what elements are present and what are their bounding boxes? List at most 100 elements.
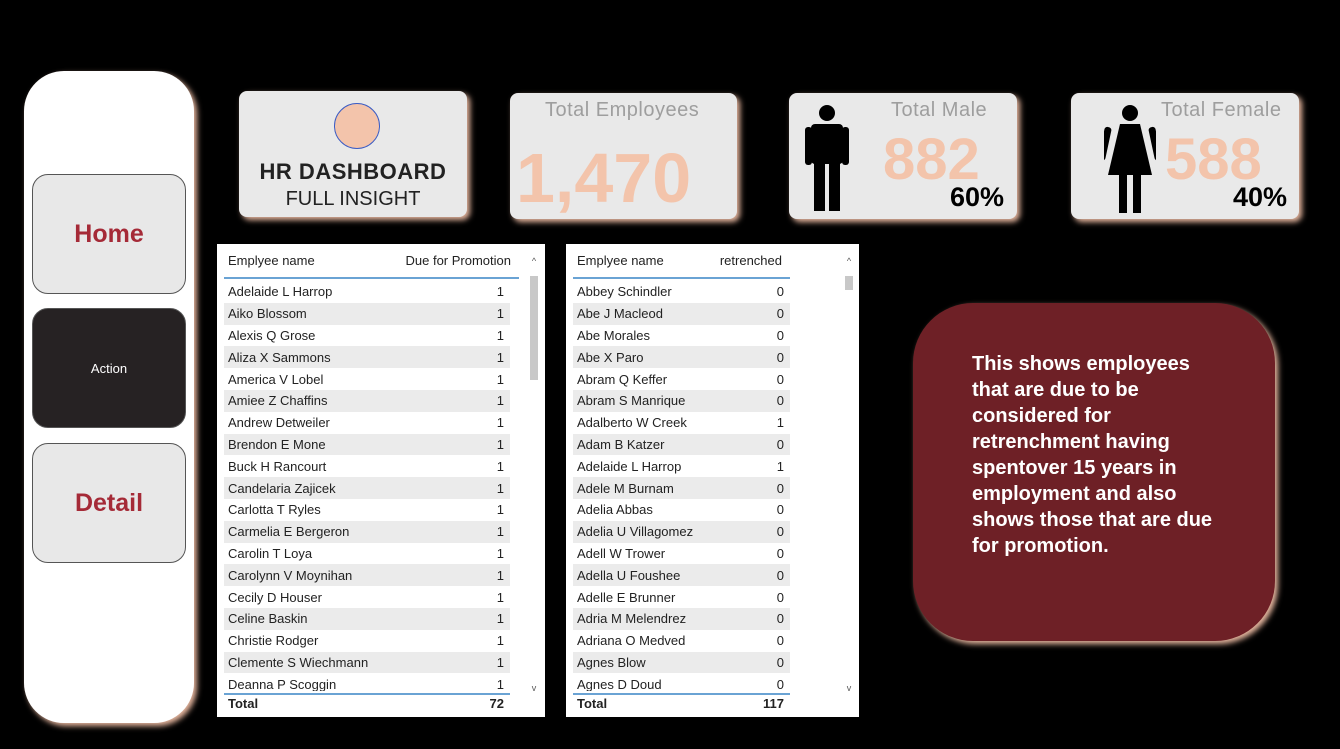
table-scrollbar[interactable]: ^ v xyxy=(529,256,539,694)
table-row[interactable]: Agnes D Doud 0 xyxy=(573,673,790,691)
detail-button[interactable]: Detail xyxy=(32,443,186,563)
male-person-icon xyxy=(805,105,849,211)
employee-name-cell: Aiko Blossom xyxy=(228,306,307,322)
table-row[interactable]: Abram Q Keffer 0 xyxy=(573,368,790,390)
employee-name-cell: Adelaide L Harrop xyxy=(577,458,682,474)
value-cell: 0 xyxy=(776,371,784,387)
table-row[interactable]: Adelia U Villagomez 0 xyxy=(573,520,790,543)
table-row[interactable]: Adele M Burnam 0 xyxy=(573,477,790,499)
table-row[interactable]: Candelaria Zajicek 1 xyxy=(224,477,510,499)
total-male-value: 882 xyxy=(883,127,980,192)
employee-name-cell: Abram S Manrique xyxy=(577,393,686,409)
table-row[interactable]: Christie Rodger 1 xyxy=(224,630,510,652)
home-button[interactable]: Home xyxy=(32,174,186,294)
employee-name-cell: Andrew Detweiler xyxy=(228,415,330,431)
value-cell: 1 xyxy=(496,524,504,540)
table-row[interactable]: Abe X Paro 0 xyxy=(573,346,790,369)
table-row[interactable]: Adalberto W Creek 1 xyxy=(573,412,790,434)
value-cell: 0 xyxy=(776,633,784,649)
table-row[interactable]: Carlotta T Ryles 1 xyxy=(224,499,510,521)
scroll-up-icon[interactable]: ^ xyxy=(531,256,537,266)
employee-name-cell: Buck H Rancourt xyxy=(228,458,327,474)
table-row[interactable]: Deanna P Scoggin 1 xyxy=(224,673,510,691)
table-row[interactable]: Amiee Z Chaffins 1 xyxy=(224,389,510,412)
value-cell: 0 xyxy=(776,589,784,605)
total-value: 117 xyxy=(763,695,784,711)
total-female-percent: 40% xyxy=(1233,182,1288,212)
info-text: This shows employees that are due to be … xyxy=(972,353,1213,557)
table-row[interactable]: Adelaide L Harrop 1 xyxy=(573,455,790,477)
employee-name-cell: Christie Rodger xyxy=(228,633,319,649)
scroll-down-icon[interactable]: v xyxy=(846,683,852,693)
table-total-row: Total 72 xyxy=(224,693,510,711)
employee-name-cell: Candelaria Zajicek xyxy=(228,480,336,496)
total-value: 72 xyxy=(489,695,504,711)
table-row[interactable]: Cecily D Houser 1 xyxy=(224,586,510,608)
value-cell: 0 xyxy=(776,611,784,627)
scroll-down-icon[interactable]: v xyxy=(531,683,537,693)
value-cell: 1 xyxy=(496,589,504,605)
employee-name-cell: Cecily D Houser xyxy=(228,589,322,605)
value-cell: 0 xyxy=(776,567,784,583)
info-callout: This shows employees that are due to be … xyxy=(913,303,1275,641)
table-body: Abbey Schindler 0 Abe J Macleod 0 Abe Morale… xyxy=(573,281,790,691)
table-row[interactable]: Adelia Abbas 0 xyxy=(573,499,790,521)
table-row[interactable]: Agnes Blow 0 xyxy=(573,651,790,674)
employee-name-cell: Brendon E Mone xyxy=(228,436,326,452)
employee-name-cell: Abe Morales xyxy=(577,327,650,343)
table-row[interactable]: Aliza X Sammons 1 xyxy=(224,346,510,369)
scroll-thumb[interactable] xyxy=(530,276,538,380)
column-header-name[interactable]: Emplyee name xyxy=(228,253,315,268)
table-row[interactable]: Adelle E Brunner 0 xyxy=(573,586,790,608)
total-female-card: Total Female 588 40% xyxy=(1071,93,1299,219)
table-row[interactable]: Abe Morales 0 xyxy=(573,325,790,347)
employee-name-cell: Deanna P Scoggin xyxy=(228,676,337,691)
dashboard-subtitle: FULL INSIGHT xyxy=(285,188,421,210)
column-header-name[interactable]: Emplyee name xyxy=(577,253,664,268)
table-row[interactable]: Adelaide L Harrop 1 xyxy=(224,281,510,303)
value-cell: 0 xyxy=(776,524,784,540)
value-cell: 0 xyxy=(776,502,784,518)
value-cell: 0 xyxy=(776,393,784,409)
table-row[interactable]: Abram S Manrique 0 xyxy=(573,389,790,412)
value-cell: 1 xyxy=(496,502,504,518)
table-row[interactable]: Adell W Trower 0 xyxy=(573,543,790,565)
total-employees-card: Total Employees 1,470 xyxy=(510,93,737,219)
value-cell: 0 xyxy=(776,436,784,452)
employee-name-cell: Alexis Q Grose xyxy=(228,327,316,343)
scroll-up-icon[interactable]: ^ xyxy=(846,256,852,266)
table-row[interactable]: Carmelia E Bergeron 1 xyxy=(224,520,510,543)
value-cell: 1 xyxy=(496,654,504,670)
table-row[interactable]: Abbey Schindler 0 xyxy=(573,281,790,303)
table-row[interactable]: Brendon E Mone 1 xyxy=(224,433,510,456)
table-row[interactable]: Buck H Rancourt 1 xyxy=(224,455,510,477)
table-scrollbar[interactable]: ^ v xyxy=(844,256,854,694)
table-row[interactable]: Alexis Q Grose 1 xyxy=(224,325,510,347)
table-row[interactable]: Andrew Detweiler 1 xyxy=(224,412,510,434)
action-button[interactable]: Action xyxy=(32,308,186,428)
value-cell: 1 xyxy=(776,458,784,474)
table-row[interactable]: Clemente S Wiechmann 1 xyxy=(224,651,510,674)
table-total-row: Total 117 xyxy=(573,693,790,711)
value-cell: 1 xyxy=(496,676,504,691)
table-row[interactable]: Adriana O Medved 0 xyxy=(573,630,790,652)
scroll-thumb[interactable] xyxy=(845,276,853,290)
table-row[interactable]: Adam B Katzer 0 xyxy=(573,433,790,456)
table-row[interactable]: Adella U Foushee 0 xyxy=(573,564,790,587)
table-row[interactable]: Abe J Macleod 0 xyxy=(573,302,790,325)
table-row[interactable]: Carolynn V Moynihan 1 xyxy=(224,564,510,587)
total-male-percent: 60% xyxy=(950,182,1005,212)
table-header: Emplyee name retrenched xyxy=(573,244,790,279)
promotion-table: Emplyee name Due for Promotion Adelaide … xyxy=(217,244,545,717)
table-row[interactable]: Adria M Melendrez 0 xyxy=(573,607,790,630)
column-header-retrenched[interactable]: retrenched xyxy=(719,253,782,268)
value-cell: 1 xyxy=(496,284,504,300)
table-row[interactable]: Carolin T Loya 1 xyxy=(224,543,510,565)
value-cell: 0 xyxy=(776,284,784,300)
value-cell: 0 xyxy=(776,654,784,670)
table-row[interactable]: Aiko Blossom 1 xyxy=(224,302,510,325)
table-row[interactable]: America V Lobel 1 xyxy=(224,368,510,390)
table-row[interactable]: Celine Baskin 1 xyxy=(224,607,510,630)
column-header-promotion[interactable]: Due for Promotion xyxy=(405,253,512,268)
employee-name-cell: Amiee Z Chaffins xyxy=(228,393,328,409)
